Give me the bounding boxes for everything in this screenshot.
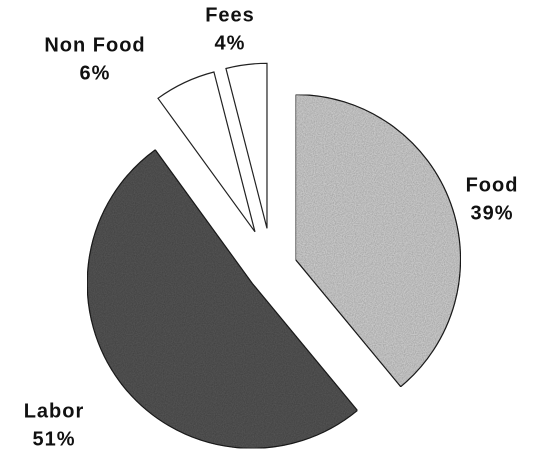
slice-label: Non Food [44, 34, 145, 56]
slice-value-label: 4% [215, 32, 246, 54]
slice-label: Labor [24, 400, 85, 422]
slice-value-label: 51% [32, 428, 75, 450]
pie-slice [86, 148, 359, 449]
pie-slice [294, 93, 462, 388]
slice-label: Food [466, 174, 519, 196]
slice-label: Fees [205, 4, 255, 26]
slice-value-label: 6% [80, 62, 111, 84]
pie-slice [225, 62, 268, 229]
pie-slice [157, 71, 256, 233]
slice-value-label: 39% [470, 202, 513, 224]
